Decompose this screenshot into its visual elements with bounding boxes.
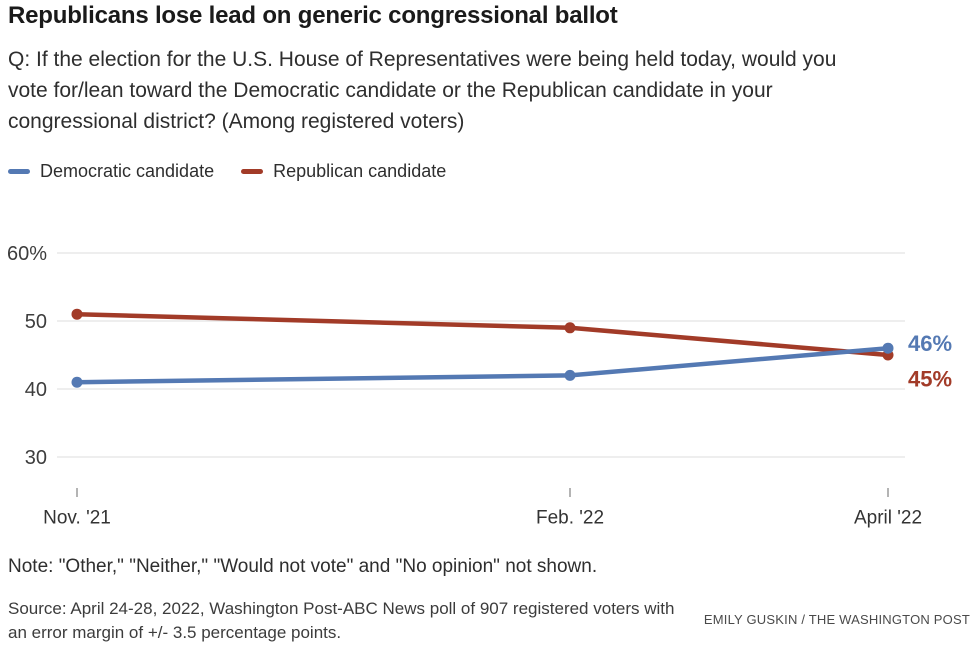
data-point-democratic <box>71 376 83 388</box>
legend-label-democratic: Democratic candidate <box>40 161 215 181</box>
legend-swatch-democratic-icon <box>8 169 30 174</box>
x-axis-label: Nov. '21 <box>43 508 111 529</box>
series-line-republican <box>74 311 891 358</box>
end-value-label-democratic: 46% <box>908 331 952 356</box>
legend: Democratic candidate Republican candidat… <box>8 161 446 182</box>
footnote: Note: "Other," "Neither," "Would not vot… <box>8 556 598 577</box>
data-point-democratic <box>882 342 894 354</box>
source-note: Source: April 24-28, 2022, Washington Po… <box>8 597 675 645</box>
page-title: Republicans lose lead on generic congres… <box>8 2 618 29</box>
legend-item-republican: Republican candidate <box>241 161 446 182</box>
legend-swatch-republican-icon <box>241 169 264 174</box>
question-line-2: vote for/lean toward the Democratic cand… <box>8 79 773 102</box>
chart: 60% 50 40 30 Nov. '21 Feb. '22 April '22 45% 46% <box>7 243 952 529</box>
end-value-label-republican: 45% <box>908 367 952 392</box>
data-point-democratic <box>564 369 576 381</box>
y-axis-label: 30 <box>25 447 47 469</box>
chart-question: Q: If the election for the U.S. House of… <box>8 44 836 137</box>
legend-item-democratic: Democratic candidate <box>8 161 214 182</box>
data-point-republican <box>564 322 576 334</box>
source-line-2: an error margin of +/- 3.5 percentage po… <box>8 623 342 642</box>
y-axis-label: 50 <box>25 311 47 333</box>
y-axis-label: 60% <box>7 243 47 265</box>
series-line-democratic <box>74 345 891 385</box>
question-line-1: Q: If the election for the U.S. House of… <box>8 48 837 71</box>
data-point-republican <box>71 308 83 320</box>
legend-label-republican: Republican candidate <box>273 161 447 181</box>
y-axis-label: 40 <box>25 379 47 401</box>
question-line-3: congressional district? (Among registere… <box>8 110 465 133</box>
x-axis-label: April '22 <box>854 508 922 529</box>
x-axis-label: Feb. '22 <box>536 508 604 529</box>
byline-credit: EMILY GUSKIN / THE WASHINGTON POST <box>703 612 970 627</box>
source-line-1: Source: April 24-28, 2022, Washington Po… <box>8 599 675 618</box>
